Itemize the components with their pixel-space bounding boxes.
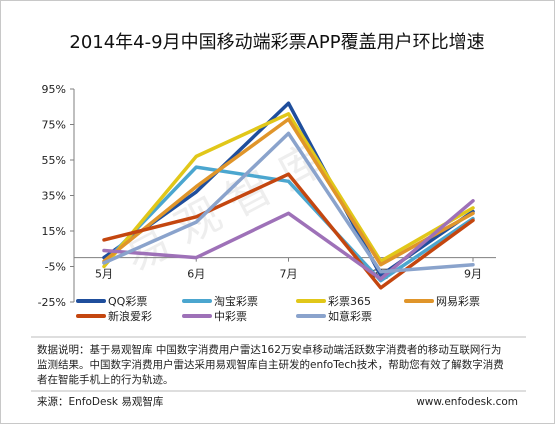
- x-tick-label: 9月: [464, 268, 482, 281]
- y-tick-label: 35%: [42, 190, 66, 203]
- series-line-3: [102, 117, 475, 267]
- x-tick-label: 5月: [95, 268, 113, 281]
- series-line-2: [102, 112, 475, 269]
- series-line-1: [102, 165, 475, 283]
- website-text: www.enfodesk.com: [416, 396, 518, 408]
- note-line-2: 监测结果。中国数字消费用户雷达采用易观智库自主研发的enfoTech技术，帮助您…: [37, 358, 504, 371]
- y-tick-label: 95%: [42, 83, 66, 96]
- legend-label: 新浪爱彩: [108, 309, 152, 323]
- series-line-5: [102, 199, 475, 281]
- series-lines: [102, 101, 475, 290]
- note-line-3: 者在智能手机上的行为轨迹。: [37, 373, 174, 386]
- data-note: 数据说明：基于易观智库 中国数字消费用户雷达162万安卓移动端活跃数字消费者的移…: [37, 343, 504, 386]
- legend-label: 中彩票: [214, 310, 247, 323]
- legend-label: 网易彩票: [436, 295, 480, 308]
- series-line-6: [102, 131, 475, 274]
- x-tick-label: 6月: [187, 268, 205, 281]
- y-tick-label: 55%: [42, 154, 66, 167]
- series-line-4: [102, 172, 475, 290]
- source-text: 来源：EnfoDesk 易观智库: [37, 395, 163, 408]
- y-tick-labels: 95% 75% 55% 35% 15% -5% -25%: [38, 83, 74, 309]
- legend-label: 彩票365: [328, 295, 371, 308]
- y-tick-label: 75%: [42, 119, 66, 132]
- note-line-1: 数据说明：基于易观智库 中国数字消费用户雷达162万安卓移动端活跃数字消费者的移…: [37, 343, 501, 356]
- legend-label: QQ彩票: [108, 295, 147, 308]
- y-tick-label: -25%: [38, 296, 66, 309]
- chart-title: 2014年4-9月中国移动端彩票APP覆盖用户环比增速: [69, 32, 484, 53]
- y-tick-label: 15%: [42, 225, 66, 238]
- y-tick-label: -5%: [45, 261, 66, 274]
- legend-label: 如意彩票: [328, 309, 372, 323]
- x-tick-label: 7月: [280, 268, 298, 281]
- legend-label: 淘宝彩票: [214, 294, 258, 308]
